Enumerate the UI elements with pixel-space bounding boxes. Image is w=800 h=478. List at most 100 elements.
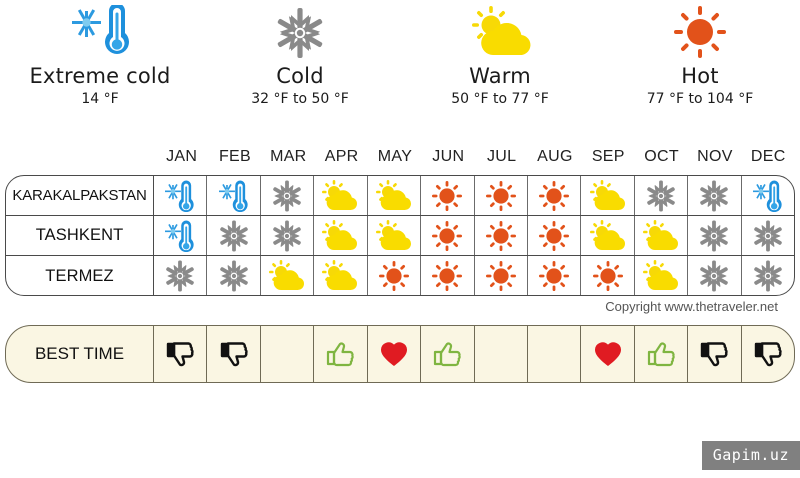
snowflake-thermometer-icon (69, 4, 131, 62)
legend-label: Warm (469, 64, 531, 88)
weather-cell-tashkent-feb (207, 216, 261, 255)
cold-snowflake-icon (271, 220, 303, 252)
best-time-cell-aug (528, 326, 582, 382)
thumbs-up-icon (431, 339, 463, 369)
sun-behind-cloud-icon (469, 4, 531, 62)
month-header-sep: SEP (591, 148, 625, 165)
thumbs-down-icon (698, 339, 730, 369)
weather-cell-tashkent-sep (581, 216, 635, 255)
city-label-tashkent: TASHKENT (6, 216, 154, 255)
table-row: TERMEZ (6, 256, 794, 295)
weather-cell-tashkent-oct (635, 216, 689, 255)
best-time-cell-jul (475, 326, 528, 382)
cold-snowflake-icon (218, 260, 250, 292)
cold-snowflake-icon (698, 260, 730, 292)
weather-cell-termez-mar (261, 256, 315, 295)
cold-snowflake-icon (752, 260, 784, 292)
hot-sun-icon (431, 180, 463, 212)
best-time-panel: BEST TIME (5, 325, 795, 383)
cold-snowflake-icon (271, 180, 303, 212)
month-header-nov: NOV (697, 148, 733, 165)
weather-cell-karakalpakstan-apr (314, 176, 368, 215)
warm-sun-cloud-icon (321, 219, 359, 252)
weather-cell-termez-sep (581, 256, 635, 295)
warm-sun-cloud-icon (375, 179, 413, 212)
month-header-may: MAY (377, 148, 413, 165)
hot-sun-icon (538, 220, 570, 252)
weather-cell-karakalpakstan-sep (581, 176, 635, 215)
weather-cell-termez-feb (207, 256, 261, 295)
watermark: Gapim.uz (701, 441, 800, 470)
weather-cell-tashkent-jul (475, 216, 528, 255)
weather-cell-termez-oct (635, 256, 689, 295)
heart-icon (594, 340, 622, 368)
weather-cell-karakalpakstan-aug (528, 176, 582, 215)
extreme-cold-icon (217, 180, 251, 212)
hot-sun-icon (431, 260, 463, 292)
climate-table: KARAKALPAKSTAN TASHKENT TERMEZ (5, 175, 795, 296)
weather-cell-termez-nov (688, 256, 742, 295)
legend-label: Cold (276, 64, 324, 88)
legend-item-extreme-cold: Extreme cold 14 °F (0, 4, 200, 120)
best-time-cell-nov (688, 326, 742, 382)
table-row: TASHKENT (6, 216, 794, 256)
hot-sun-icon (378, 260, 410, 292)
warm-sun-cloud-icon (642, 219, 680, 252)
cold-snowflake-icon (752, 220, 784, 252)
warm-sun-cloud-icon (321, 179, 359, 212)
month-header-jun: JUN (432, 148, 465, 165)
month-header-mar: MAR (270, 148, 307, 165)
legend-label: Hot (681, 64, 719, 88)
copyright-text: Copyright www.thetraveler.net (605, 299, 778, 314)
warm-sun-cloud-icon (642, 260, 680, 292)
weather-cell-tashkent-nov (688, 216, 742, 255)
heart-icon (380, 340, 408, 368)
sun-icon (671, 4, 729, 62)
month-header-jan: JAN (166, 148, 198, 165)
best-time-cell-jun (421, 326, 475, 382)
hot-sun-icon (431, 220, 463, 252)
cold-snowflake-icon (164, 260, 196, 292)
weather-cell-karakalpakstan-oct (635, 176, 689, 215)
cold-snowflake-icon (218, 220, 250, 252)
warm-sun-cloud-icon (268, 260, 306, 292)
extreme-cold-icon (163, 220, 197, 252)
weather-cell-karakalpakstan-feb (207, 176, 261, 215)
legend-item-hot: Hot 77 °F to 104 °F (600, 4, 800, 120)
month-header-dec: DEC (750, 148, 786, 165)
weather-cell-termez-may (368, 256, 422, 295)
weather-cell-tashkent-dec (742, 216, 794, 255)
weather-cell-tashkent-apr (314, 216, 368, 255)
month-header-apr: APR (324, 148, 359, 165)
best-time-cell-apr (314, 326, 368, 382)
legend: Extreme cold 14 °F (0, 4, 800, 120)
thumbs-down-icon (164, 339, 196, 369)
weather-cell-karakalpakstan-nov (688, 176, 742, 215)
warm-sun-cloud-icon (375, 219, 413, 252)
extreme-cold-icon (751, 180, 785, 212)
hot-sun-icon (592, 260, 624, 292)
weather-cell-karakalpakstan-jun (421, 176, 475, 215)
best-time-cell-may (368, 326, 422, 382)
city-label-termez: TERMEZ (6, 256, 154, 295)
legend-range: 32 °F to 50 °F (251, 91, 349, 107)
legend-range: 50 °F to 77 °F (451, 91, 549, 107)
weather-cell-termez-aug (528, 256, 582, 295)
snowflake-icon (272, 4, 328, 62)
weather-cell-tashkent-may (368, 216, 422, 255)
legend-item-warm: Warm 50 °F to 77 °F (400, 4, 600, 120)
cold-snowflake-icon (645, 180, 677, 212)
best-time-cell-dec (742, 326, 794, 382)
weather-cell-termez-jun (421, 256, 475, 295)
legend-range: 14 °F (81, 91, 119, 107)
month-header-feb: FEB (218, 148, 251, 165)
cold-snowflake-icon (698, 220, 730, 252)
best-time-cell-mar (261, 326, 315, 382)
weather-cell-karakalpakstan-may (368, 176, 422, 215)
weather-cell-tashkent-mar (261, 216, 315, 255)
hot-sun-icon (538, 180, 570, 212)
thumbs-up-icon (645, 339, 677, 369)
weather-cell-termez-apr (314, 256, 368, 295)
weather-cell-tashkent-jun (421, 216, 475, 255)
legend-label: Extreme cold (29, 64, 171, 88)
